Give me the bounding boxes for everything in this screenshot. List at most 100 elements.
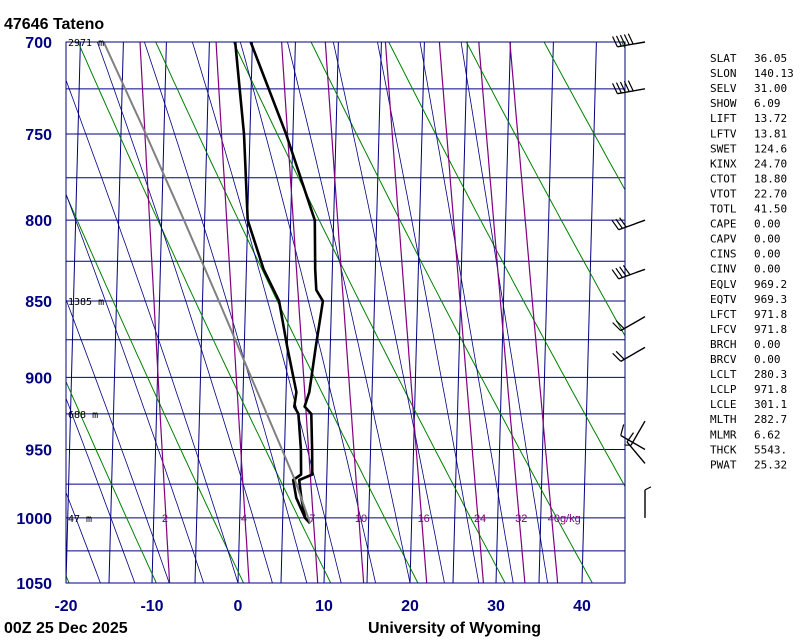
barb-staff xyxy=(626,441,646,464)
index-name: MLTH xyxy=(710,413,737,426)
mixing-ratio-line xyxy=(139,42,171,583)
wind-barb xyxy=(620,424,646,451)
mixing-ratio-line xyxy=(215,42,250,583)
index-value: 301.1 xyxy=(754,398,787,411)
dewpoint-profile xyxy=(233,42,312,525)
barb-staff xyxy=(618,268,646,280)
index-value: 0.00 xyxy=(754,248,781,261)
mixing-ratio-label: 4 xyxy=(241,513,247,525)
barb-flag xyxy=(619,34,626,46)
index-name: LFCV xyxy=(710,323,737,336)
pressure-tick-label: 1000 xyxy=(16,511,52,528)
isotherm-line xyxy=(108,42,124,583)
index-name: LCLP xyxy=(710,383,737,396)
barb-staff xyxy=(620,434,646,451)
index-name: BRCH xyxy=(710,338,737,351)
mixing-ratio-label: 32 xyxy=(515,513,527,525)
isotherm-line xyxy=(151,42,167,583)
dry-adiabat-line xyxy=(465,42,625,337)
temperature-tick-label: 0 xyxy=(234,598,243,615)
wind-barb xyxy=(611,265,646,280)
mixing-ratio-line xyxy=(324,42,365,583)
barb-flag xyxy=(615,267,623,278)
barb-flag xyxy=(612,352,622,362)
barb-flag xyxy=(615,218,623,229)
index-value: 971.8 xyxy=(754,383,787,396)
isotherm-line xyxy=(538,42,554,583)
index-value: 24.70 xyxy=(754,157,787,170)
wind-barbs xyxy=(611,33,652,518)
barb-flag xyxy=(615,350,625,360)
barb-flag xyxy=(644,486,652,491)
barb-flag xyxy=(622,265,631,276)
index-name: LCLE xyxy=(710,398,737,411)
index-name: EQTV xyxy=(710,293,737,306)
moist-adiabat-line xyxy=(377,42,480,583)
barb-flag xyxy=(611,220,620,231)
barb-flag xyxy=(612,322,622,332)
barb-flag xyxy=(619,81,626,93)
temperature-tick-label: -10 xyxy=(140,598,163,615)
index-value: 280.3 xyxy=(754,368,787,381)
plot-frame xyxy=(65,41,626,584)
pressure-tick-label: 950 xyxy=(25,442,52,459)
station-title: 47646 Tateno xyxy=(4,16,104,33)
mixing-ratio-line xyxy=(509,42,559,583)
isotherm-line xyxy=(237,42,253,583)
index-name: KINX xyxy=(710,157,737,170)
isotherm-line xyxy=(452,42,468,583)
dry-adiabat-line xyxy=(388,42,625,488)
barb-flag xyxy=(626,432,634,443)
moist-adiabat-line xyxy=(66,192,204,583)
index-value: 13.81 xyxy=(754,127,787,140)
index-value: 36.05 xyxy=(754,52,787,65)
isotherm-line xyxy=(668,42,682,583)
mixing-ratio-label: 10 xyxy=(355,513,367,525)
index-value: 971.8 xyxy=(754,323,787,336)
index-name: TOTL xyxy=(710,203,737,216)
mixing-ratio-label: 40g/kg xyxy=(548,513,581,525)
wind-barb xyxy=(612,33,646,48)
height-label: 688 m xyxy=(68,410,98,421)
barb-flag xyxy=(612,36,618,48)
dry-adiabat-line xyxy=(66,193,244,583)
height-label: 47 m xyxy=(68,514,92,525)
barb-flag xyxy=(615,82,622,94)
index-value: 124.6 xyxy=(754,142,787,155)
mixing-ratio-label: 7 xyxy=(309,513,315,525)
mixing-ratio-line xyxy=(281,42,319,583)
mixing-ratio-label: 24 xyxy=(474,513,486,525)
moist-adiabat-line xyxy=(96,42,273,583)
temperature-profile xyxy=(249,42,325,525)
isotherm-line xyxy=(280,42,296,583)
plot-labels: 2 4 7 10 16 24 32 40g/kg70075080085090095010001… xyxy=(16,35,591,615)
pressure-tick-label: 850 xyxy=(25,294,52,311)
index-value: 6.09 xyxy=(754,97,781,110)
moist-adiabat-line xyxy=(66,397,136,583)
temperature-tick-label: 10 xyxy=(315,598,333,615)
index-value: 22.70 xyxy=(754,187,787,200)
index-value: 5543. xyxy=(754,443,787,456)
moist-adiabat-line xyxy=(419,42,514,583)
isotherm-line xyxy=(624,564,625,583)
barb-flag xyxy=(623,34,630,46)
pressure-tick-label: 750 xyxy=(25,127,52,144)
barb-staff xyxy=(620,346,646,362)
barb-flag xyxy=(623,81,630,92)
index-value: 0.00 xyxy=(754,233,781,246)
temperature-tick-label: -20 xyxy=(54,598,77,615)
index-name: CAPE xyxy=(710,218,737,231)
temperature-tick-label: 20 xyxy=(401,598,419,615)
dry-adiabat-line xyxy=(543,42,625,191)
moist-adiabat-line xyxy=(66,298,170,583)
wind-barb xyxy=(644,486,652,518)
moist-adiabat-line xyxy=(66,491,101,583)
index-name: LFTV xyxy=(710,127,737,140)
temperature-tick-label: 40 xyxy=(573,598,591,615)
isotherm-line xyxy=(581,42,597,583)
index-name: SELV xyxy=(710,82,737,95)
index-name: LIFT xyxy=(710,112,737,125)
parcel-path xyxy=(102,42,312,524)
isotherm-line xyxy=(495,42,511,583)
isotherm-line xyxy=(194,42,210,583)
